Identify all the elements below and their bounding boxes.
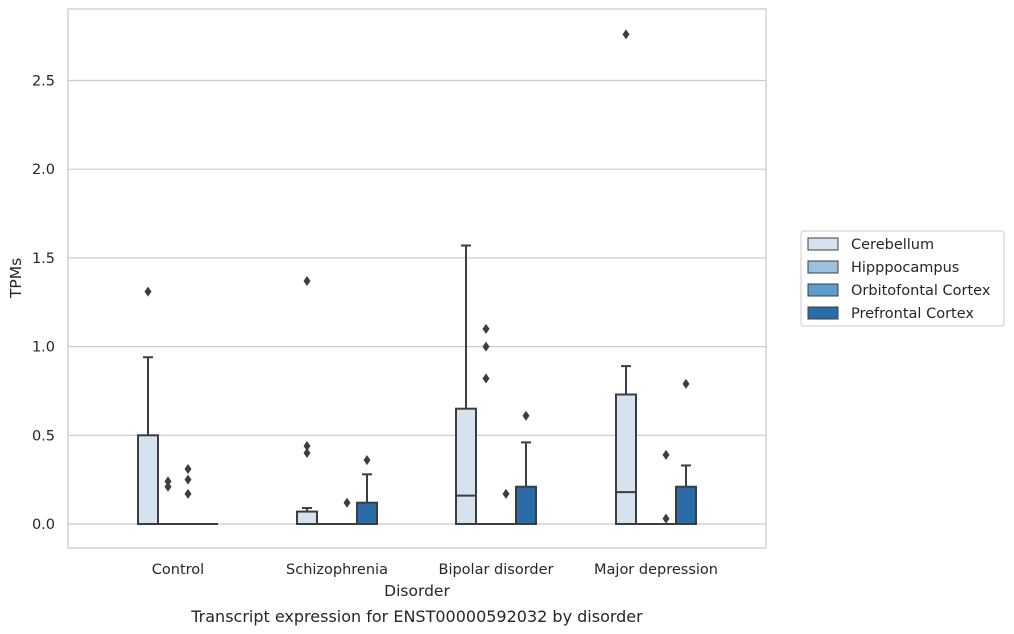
box-prefrontal-cortex [356, 455, 378, 526]
box-body [515, 485, 537, 526]
legend-label: Cerebellum [851, 237, 934, 253]
y-axis-label: TPMs [7, 258, 25, 299]
x-tick-labels: Control Schizophrenia Bipolar disorder Majo… [152, 562, 718, 578]
y-tick-label: 0.5 [32, 428, 55, 444]
box-cerebellum [296, 275, 318, 526]
y-tick-label: 2.5 [32, 74, 55, 90]
figure-caption: Transcript expression for ENST0000059203… [190, 607, 643, 626]
box-cerebellum [137, 286, 159, 525]
outlier-point [482, 323, 490, 334]
outlier-point [522, 410, 530, 421]
outlier-point [164, 476, 172, 487]
legend-swatch [807, 260, 839, 274]
box-body [615, 393, 637, 525]
legend-swatch [807, 306, 839, 320]
x-tick-label: Bipolar disorder [439, 562, 554, 578]
box-orbitofontal-cortex [178, 464, 198, 525]
plot-frame [67, 8, 767, 549]
legend-label: Orbitofontal Cortex [851, 283, 991, 299]
outlier-point [184, 474, 192, 485]
y-tick-label: 2.0 [32, 162, 55, 178]
box-prefrontal-cortex [515, 410, 537, 526]
box-orbitofontal-cortex [496, 488, 516, 525]
x-axis-label: Disorder [384, 582, 450, 600]
y-tick-label: 0.0 [32, 517, 55, 533]
legend-frame [800, 230, 1005, 327]
legend-label: Hipppocampus [851, 260, 959, 276]
outlier-point [502, 488, 510, 499]
outlier-point [363, 455, 371, 466]
boxes [137, 29, 697, 526]
outlier-point [682, 378, 690, 389]
box-hipppocampus [158, 476, 178, 525]
outlier-point [184, 464, 192, 475]
legend: Cerebellum Hipppocampus Orbitofontal Corte… [800, 230, 1005, 327]
y-tick-label: 1.0 [32, 340, 55, 356]
box-cerebellum [455, 244, 477, 525]
outlier-point [303, 448, 311, 459]
legend-swatch [807, 283, 839, 297]
outlier-point [164, 481, 172, 492]
outlier-point [303, 440, 311, 451]
outlier-point [144, 286, 152, 297]
outlier-point [662, 449, 670, 460]
grid-lines [68, 79, 766, 525]
legend-swatch [807, 237, 839, 251]
y-tick-labels: 0.0 0.5 1.0 1.5 2.0 2.5 [32, 74, 55, 534]
outlier-point [622, 29, 630, 40]
box-prefrontal-cortex [675, 378, 697, 526]
outlier-point [662, 513, 670, 524]
box-body [296, 510, 318, 526]
x-tick-label: Major depression [594, 562, 718, 578]
box-hipppocampus [476, 323, 496, 525]
box-orbitofontal-cortex [337, 497, 357, 525]
outlier-point [184, 488, 192, 499]
outlier-point [482, 341, 490, 352]
box-body [455, 407, 477, 525]
box-cerebellum [615, 29, 637, 525]
x-tick-label: Schizophrenia [286, 562, 388, 578]
outlier-point [343, 497, 351, 508]
x-tick-label: Control [152, 562, 204, 578]
legend-label: Prefrontal Cortex [851, 306, 974, 322]
y-tick-label: 1.5 [32, 251, 55, 267]
box-body [137, 434, 159, 525]
outlier-point [482, 373, 490, 384]
box-orbitofontal-cortex [656, 449, 676, 525]
outlier-point [303, 275, 311, 286]
box-body [675, 485, 697, 526]
box-body [356, 501, 378, 526]
